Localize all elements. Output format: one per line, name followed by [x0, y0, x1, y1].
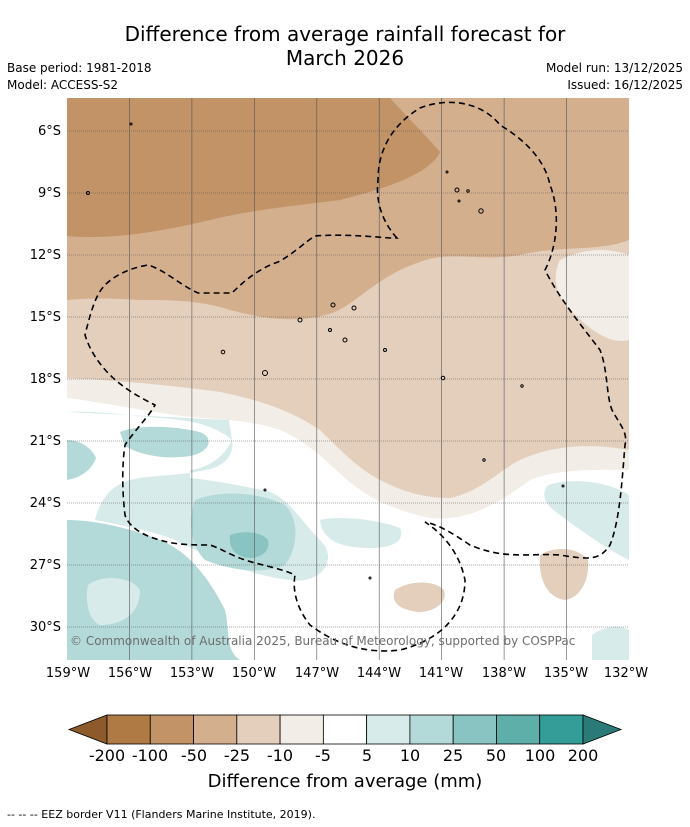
eez-footnote: -- -- -- EEZ border V11 (Flanders Marine… — [7, 808, 316, 821]
meta-left: Base period: 1981-2018 Model: ACCESS-S2 — [7, 60, 152, 94]
band-minus5-minus10-east — [555, 250, 629, 341]
island-10 — [297, 317, 303, 323]
island-21 — [263, 488, 267, 492]
colorbar-segment — [279, 714, 324, 745]
copyright-notice: © Commonwealth of Australia 2025, Bureau… — [70, 634, 576, 648]
colorbar-label-10: 10 — [399, 746, 421, 765]
band-minus50-minus100 — [67, 98, 440, 238]
island-4 — [466, 189, 470, 193]
lat-label-24s: 24°S — [29, 496, 61, 511]
colorbar-label-200: 200 — [567, 746, 599, 765]
lat-label-9s: 9°S — [37, 186, 61, 201]
colorbar-label-25: 25 — [442, 746, 464, 765]
lon-label-132w: 132°W — [603, 666, 649, 681]
colorbar-segment — [409, 714, 454, 745]
lon-label-156w: 156°W — [107, 666, 153, 681]
colorbar-segment — [193, 714, 238, 745]
island-14 — [262, 370, 268, 376]
colorbar-segment — [496, 714, 541, 745]
colorbar-segment — [106, 714, 151, 745]
lat-label-21s: 21°S — [29, 434, 61, 449]
model-run: Model run: 13/12/2025 — [545, 61, 683, 75]
lon-label-138w: 138°W — [481, 666, 527, 681]
island-3 — [454, 187, 460, 193]
eez-border — [84, 101, 627, 652]
island-12 — [342, 337, 348, 343]
island-13 — [220, 349, 226, 355]
colorbar-label-minus5: -5 — [315, 746, 331, 765]
colorbar-label-50: 50 — [485, 746, 507, 765]
island-5 — [478, 208, 484, 214]
colorbar-segment — [322, 714, 368, 745]
colorbar-segment — [539, 714, 584, 745]
island-18 — [482, 458, 486, 462]
lat-label-15s: 15°S — [29, 310, 61, 325]
colorbar — [67, 714, 623, 745]
island-9 — [351, 305, 357, 311]
island-8 — [330, 302, 336, 308]
island-17 — [520, 384, 524, 388]
colorbar-label-minus200: -200 — [88, 746, 126, 765]
band-minus25-pocket-south — [393, 548, 589, 612]
colorbar-title: Difference from average (mm) — [207, 771, 483, 792]
island-1 — [86, 191, 90, 195]
lon-label-144w: 144°W — [356, 666, 402, 681]
colorbar-segment — [236, 714, 281, 745]
rainfall-field — [67, 98, 629, 660]
lon-label-150w: 150°W — [231, 666, 277, 681]
colorbar-extend-high — [582, 714, 623, 745]
island-15 — [383, 348, 387, 352]
meta-right: Model run: 13/12/2025 Issued: 16/12/2025 — [546, 60, 683, 94]
colorbar-label-5: 5 — [361, 746, 373, 765]
colorbar-label-minus100: -100 — [131, 746, 169, 765]
colorbar-segment — [149, 714, 194, 745]
lon-label-135w: 135°W — [543, 666, 589, 681]
colorbar-label-minus50: -50 — [180, 746, 208, 765]
lat-label-30s: 30°S — [29, 620, 61, 635]
colorbar-label-minus25: -25 — [223, 746, 251, 765]
title-line-1: Difference from average rainfall forecas… — [124, 22, 566, 46]
title-line-2: March 2026 — [285, 46, 405, 70]
lat-label-12s: 12°S — [29, 248, 61, 263]
lon-label-159w: 159°W — [45, 666, 91, 681]
island-19 — [561, 484, 565, 488]
issued-date: Issued: 16/12/2025 — [567, 78, 683, 92]
model-name: Model: ACCESS-S2 — [7, 78, 119, 92]
island-16 — [440, 375, 446, 381]
island-7 — [457, 199, 461, 203]
band-plus10-east — [86, 481, 629, 660]
colorbar-label-100: 100 — [524, 746, 556, 765]
lon-label-141w: 141°W — [418, 666, 464, 681]
island-11 — [328, 328, 332, 332]
eez-border-line — [84, 101, 627, 652]
lat-label-27s: 27°S — [29, 558, 61, 573]
map-title: Difference from average rainfall forecas… — [0, 22, 690, 70]
island-6 — [445, 170, 449, 174]
island-2 — [129, 122, 133, 126]
lat-label-6s: 6°S — [37, 124, 61, 139]
base-period: Base period: 1981-2018 — [7, 61, 152, 75]
island-outlines — [86, 122, 565, 580]
island-20 — [368, 576, 372, 580]
colorbar-segment — [452, 714, 497, 745]
lon-label-153w: 153°W — [169, 666, 215, 681]
colorbar-extend-low — [67, 714, 108, 745]
lon-label-147w: 147°W — [294, 666, 340, 681]
band-plus25-plus50 — [229, 532, 269, 558]
colorbar-segment — [366, 714, 411, 745]
colorbar-label-minus10: -10 — [266, 746, 294, 765]
graticule — [67, 98, 629, 660]
lat-label-18s: 18°S — [29, 372, 61, 387]
